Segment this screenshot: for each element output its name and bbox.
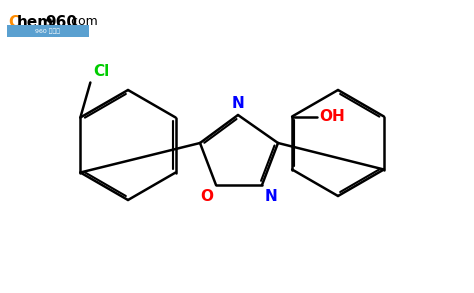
Text: O: O xyxy=(200,189,213,204)
Text: hem: hem xyxy=(17,15,54,30)
Text: N: N xyxy=(265,189,278,204)
Text: OH: OH xyxy=(319,109,345,124)
Text: C: C xyxy=(8,15,19,30)
Text: Cl: Cl xyxy=(93,64,109,79)
Text: 960 化工网: 960 化工网 xyxy=(36,28,61,34)
Text: 960: 960 xyxy=(45,15,77,30)
FancyBboxPatch shape xyxy=(7,25,89,37)
Text: N: N xyxy=(232,96,245,111)
Text: .com: .com xyxy=(68,15,99,28)
